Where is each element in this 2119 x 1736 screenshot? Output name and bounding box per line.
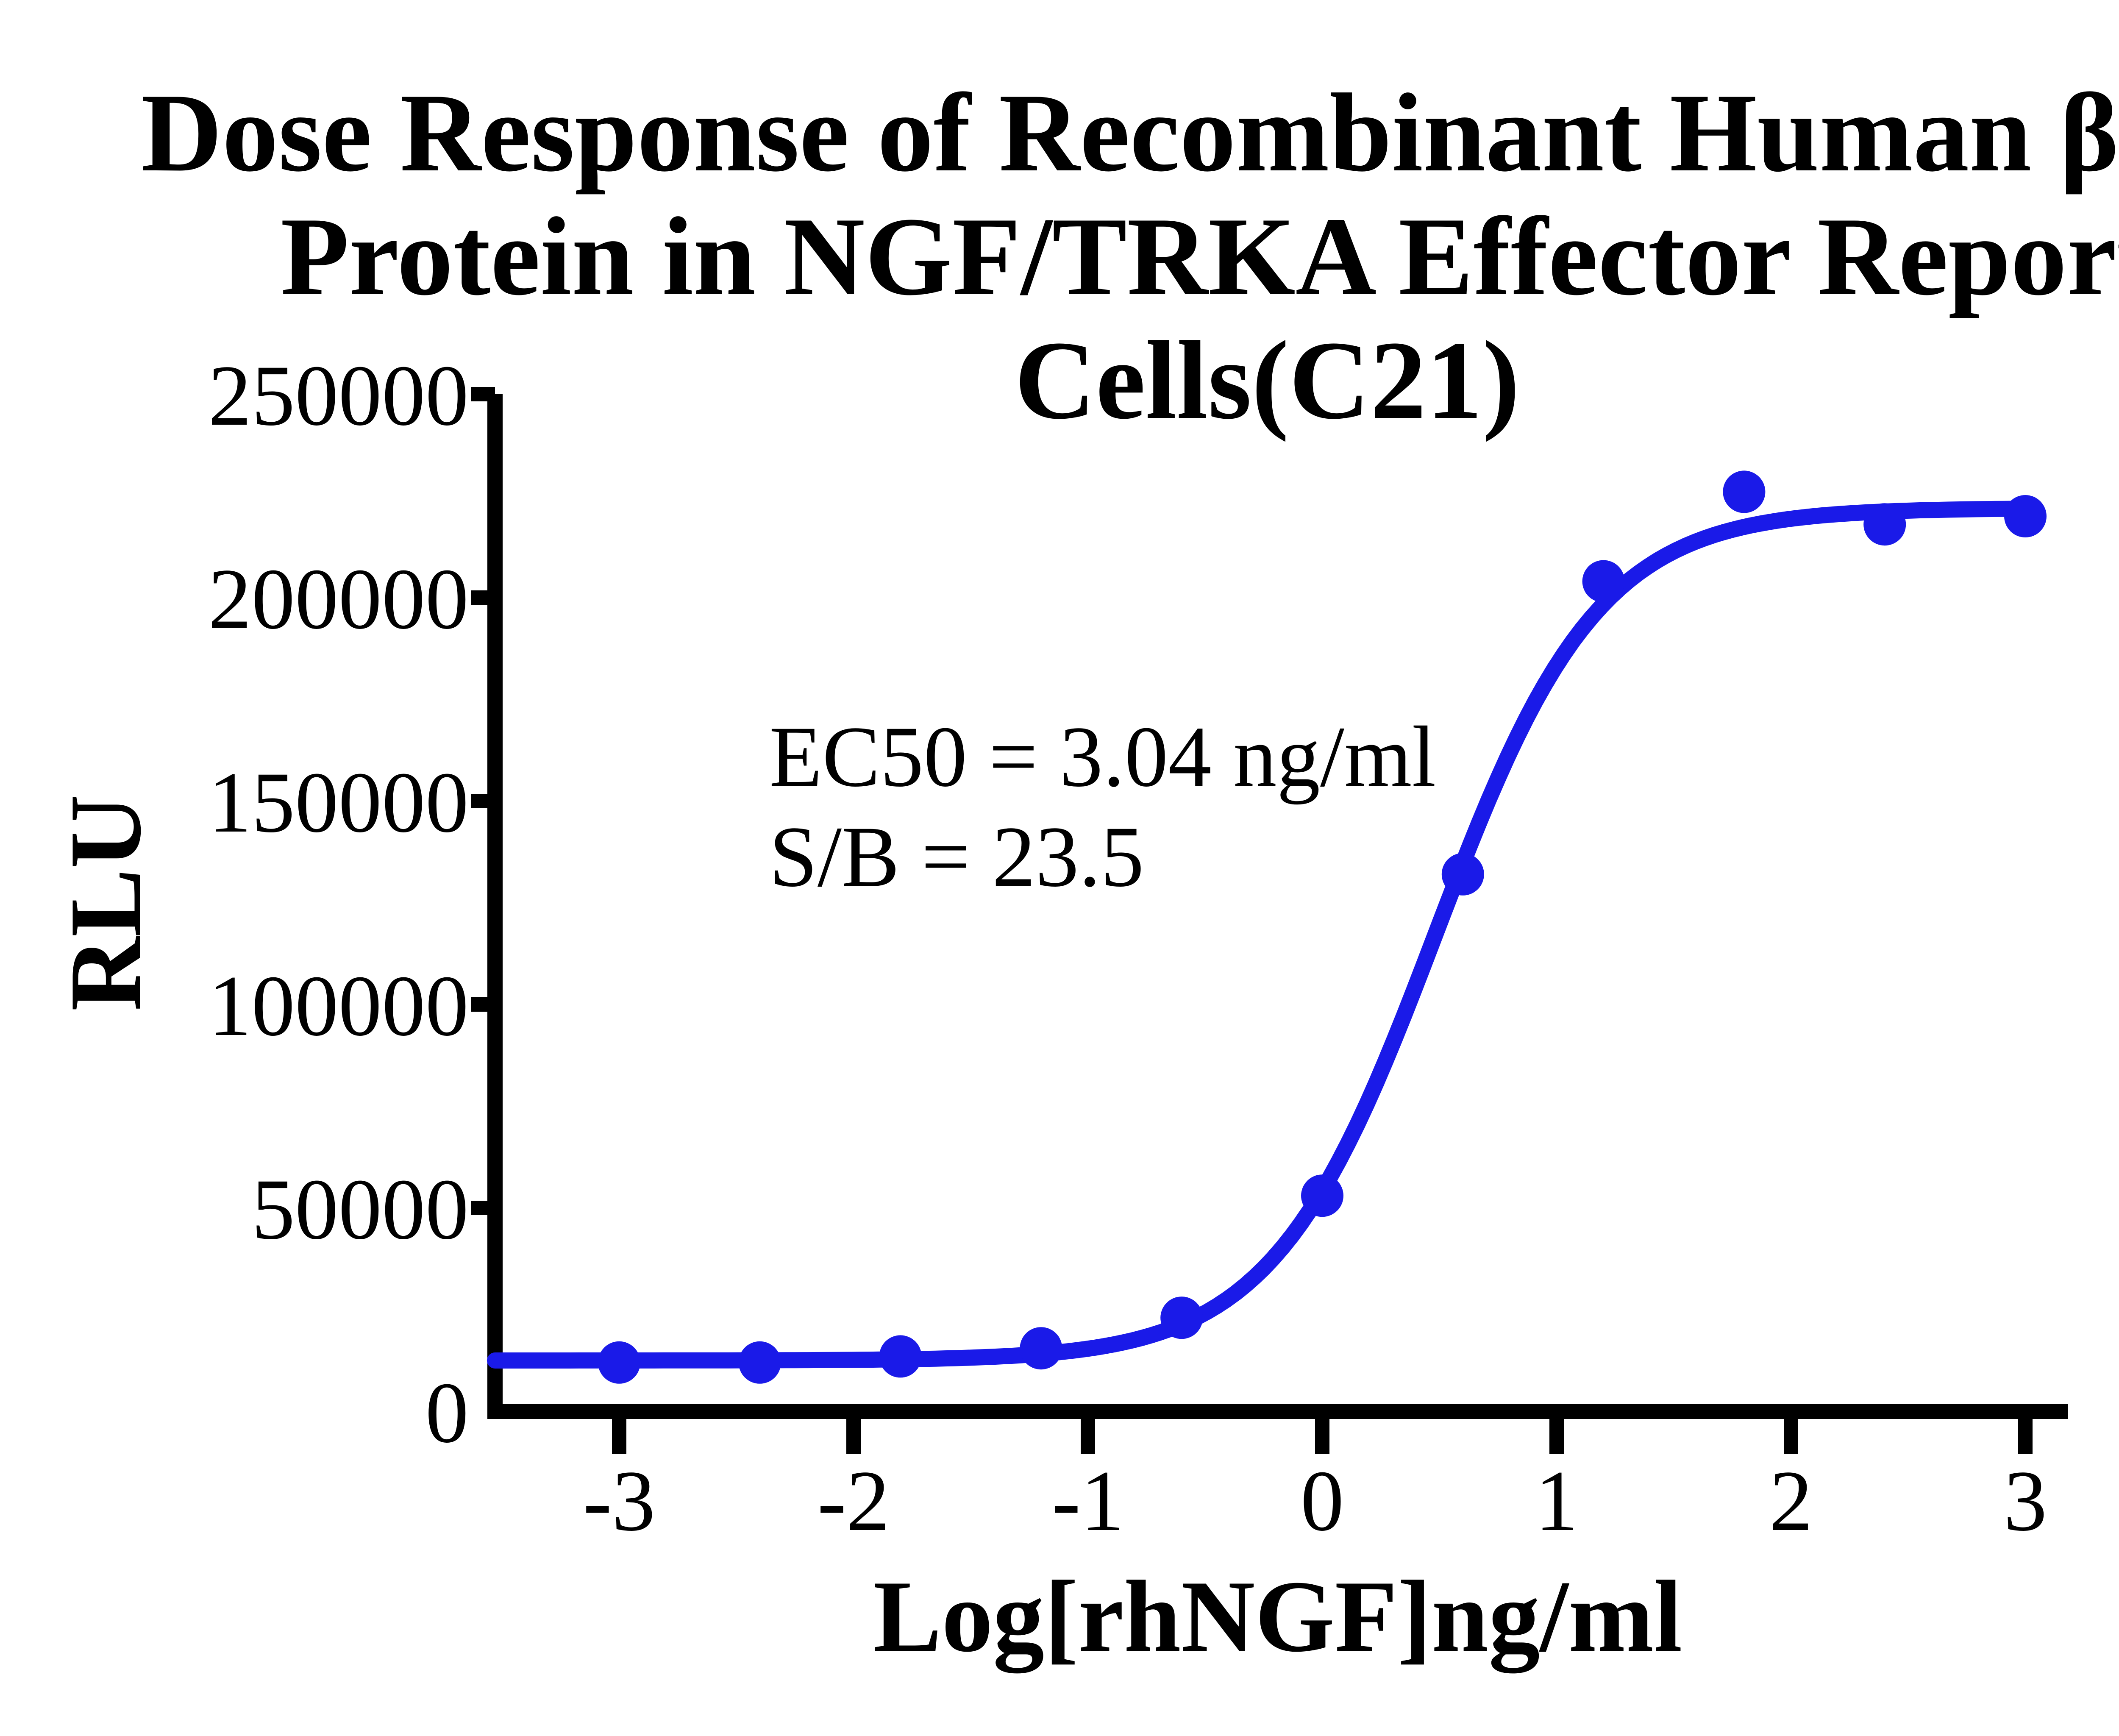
signal-background-text: S/B = 23.5 [769, 809, 1144, 905]
fitted-sigmoid-curve [487, 501, 2041, 1369]
data-point [1441, 853, 1484, 896]
x-tick-label: 1 [1535, 1453, 1579, 1549]
y-axis-ticks: 0 50000 100000 150000 200000 250000 [208, 348, 495, 1461]
y-tick-label: 200000 [208, 551, 469, 647]
fit-results-annotation: EC50 = 3.04 ng/ml S/B = 23.5 [769, 707, 1436, 907]
y-tick-label: 50000 [252, 1161, 469, 1257]
data-point [1160, 1296, 1203, 1339]
chart-title-line1: Dose Response of Recombinant Human β-NGF [141, 71, 2119, 195]
data-points [598, 470, 2047, 1384]
data-point [879, 1335, 922, 1378]
y-axis-title: RLU [49, 795, 162, 1011]
x-tick-label: 2 [1769, 1453, 1813, 1549]
y-tick-label: 100000 [208, 958, 469, 1054]
x-tick-label: 3 [2004, 1453, 2047, 1549]
x-tick-label: -1 [1052, 1453, 1124, 1549]
y-tick-label: 150000 [208, 754, 469, 851]
data-point [1020, 1327, 1062, 1370]
data-point [1301, 1174, 1343, 1217]
data-point [1723, 470, 1766, 513]
data-point [2004, 495, 2047, 537]
x-tick-label: -3 [583, 1453, 656, 1549]
x-tick-label: 0 [1301, 1453, 1344, 1549]
y-tick-label: 250000 [208, 348, 469, 444]
x-axis-ticks: -3 -2 -1 0 1 2 3 [583, 1411, 2047, 1549]
chart-title-line2: Protein in NGF/TRKA Effector Reporter Ce… [280, 195, 2119, 442]
data-point [1582, 560, 1625, 603]
data-point [738, 1341, 781, 1384]
x-tick-label: -2 [818, 1453, 890, 1549]
x-axis-title: Log[rhNGF]ng/ml [873, 1560, 1682, 1673]
data-point [1863, 503, 1906, 546]
data-point [598, 1341, 640, 1384]
chart-title: Dose Response of Recombinant Human β-NGF… [50, 71, 2119, 442]
y-tick-label: 0 [425, 1365, 469, 1461]
ec50-value-text: EC50 = 3.04 ng/ml [769, 709, 1436, 805]
